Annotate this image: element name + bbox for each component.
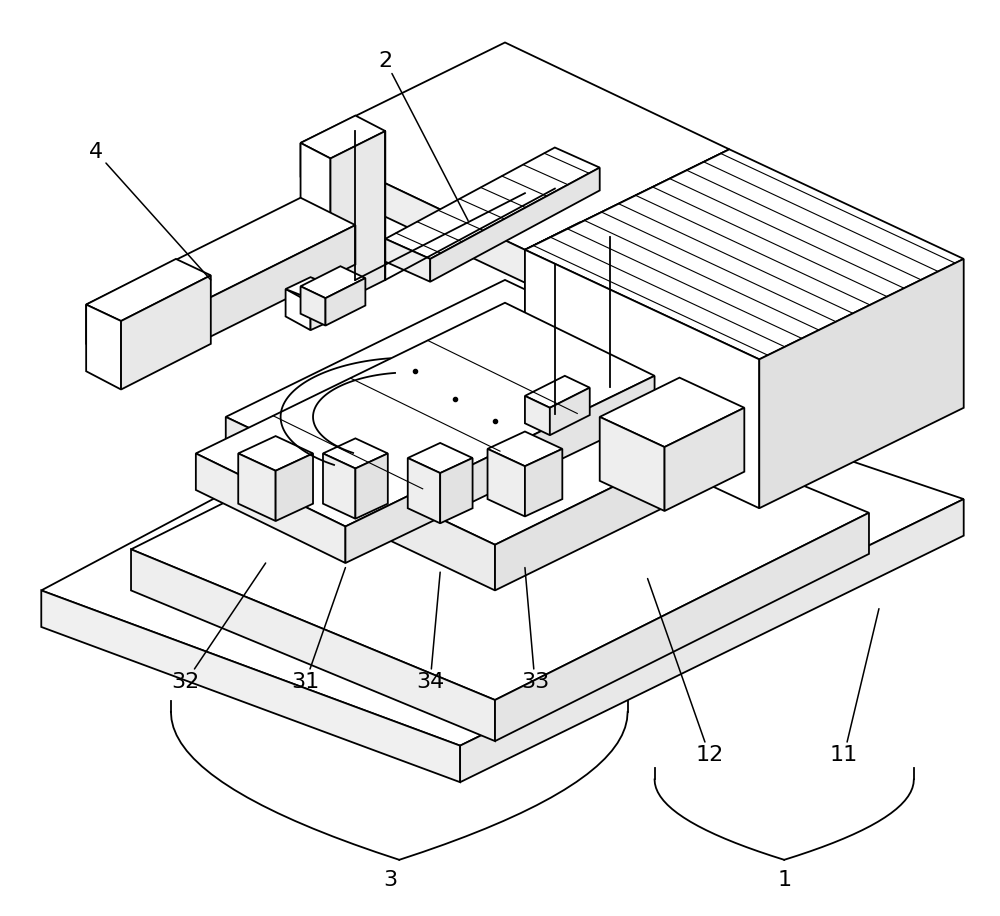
Polygon shape: [460, 499, 964, 782]
Polygon shape: [286, 289, 311, 330]
Polygon shape: [121, 276, 211, 389]
Polygon shape: [495, 408, 774, 591]
Polygon shape: [525, 149, 964, 359]
Polygon shape: [226, 417, 495, 591]
Polygon shape: [131, 550, 495, 741]
Text: 3: 3: [383, 870, 397, 890]
Text: 32: 32: [172, 563, 266, 692]
Polygon shape: [196, 453, 345, 563]
Polygon shape: [408, 443, 473, 473]
Polygon shape: [226, 280, 774, 545]
Polygon shape: [385, 147, 600, 259]
Polygon shape: [276, 453, 313, 521]
Polygon shape: [86, 305, 141, 371]
Text: 33: 33: [521, 568, 549, 692]
Text: 12: 12: [648, 579, 724, 765]
Polygon shape: [323, 453, 355, 518]
Polygon shape: [301, 267, 365, 299]
Polygon shape: [495, 513, 869, 741]
Polygon shape: [86, 198, 355, 332]
Polygon shape: [41, 591, 460, 782]
Polygon shape: [325, 278, 365, 325]
Polygon shape: [301, 143, 525, 283]
Polygon shape: [301, 143, 330, 308]
Polygon shape: [488, 449, 525, 517]
Polygon shape: [600, 417, 665, 511]
Polygon shape: [238, 436, 313, 471]
Polygon shape: [525, 149, 729, 283]
Polygon shape: [525, 223, 610, 265]
Polygon shape: [323, 439, 388, 468]
Polygon shape: [488, 431, 562, 466]
Polygon shape: [525, 396, 550, 435]
Text: 1: 1: [777, 870, 791, 890]
Polygon shape: [86, 305, 121, 389]
Text: 31: 31: [291, 568, 345, 692]
Polygon shape: [141, 225, 355, 371]
Polygon shape: [286, 278, 340, 301]
Polygon shape: [408, 458, 440, 523]
Polygon shape: [301, 115, 385, 158]
Polygon shape: [238, 453, 276, 521]
Polygon shape: [525, 449, 562, 517]
Polygon shape: [385, 239, 430, 282]
Polygon shape: [196, 303, 655, 527]
Polygon shape: [301, 287, 325, 325]
Text: 34: 34: [416, 572, 444, 692]
Polygon shape: [345, 376, 655, 563]
Polygon shape: [355, 453, 388, 518]
Text: 11: 11: [830, 608, 879, 765]
Polygon shape: [311, 289, 340, 330]
Polygon shape: [86, 259, 211, 321]
Text: 2: 2: [378, 50, 468, 221]
Polygon shape: [440, 458, 473, 523]
Polygon shape: [330, 131, 385, 308]
Polygon shape: [525, 250, 555, 414]
Polygon shape: [525, 250, 759, 508]
Polygon shape: [430, 168, 600, 282]
Polygon shape: [665, 408, 744, 511]
Polygon shape: [41, 344, 964, 746]
Polygon shape: [555, 237, 610, 414]
Polygon shape: [525, 376, 590, 408]
Polygon shape: [131, 362, 869, 700]
Polygon shape: [600, 377, 744, 447]
Polygon shape: [550, 387, 590, 435]
Polygon shape: [759, 259, 964, 508]
Text: 4: 4: [89, 142, 211, 280]
Polygon shape: [301, 42, 729, 250]
